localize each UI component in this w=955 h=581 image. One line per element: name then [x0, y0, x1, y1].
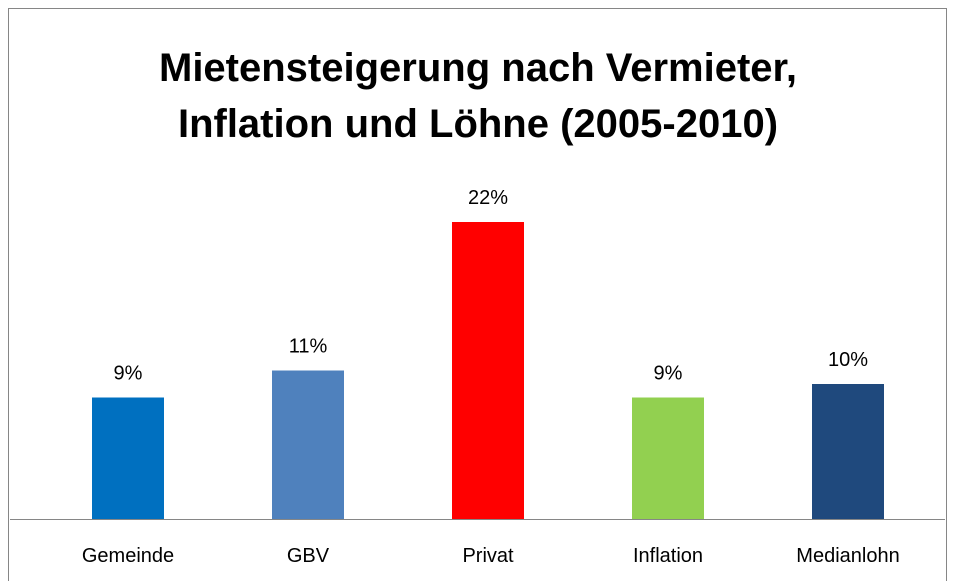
data-label: 9%	[114, 363, 143, 385]
bar	[92, 397, 164, 519]
bar	[272, 370, 344, 519]
data-label: 22%	[468, 187, 508, 209]
x-tick-label: GBV	[287, 545, 330, 567]
chart-frame	[8, 8, 947, 581]
x-tick-label: Gemeinde	[82, 545, 174, 567]
bar	[632, 397, 704, 519]
x-tick-label: Medianlohn	[796, 545, 899, 567]
x-tick-label: Privat	[462, 545, 514, 567]
bar	[812, 384, 884, 519]
x-tick-label: Inflation	[633, 545, 703, 567]
chart-title: Mietensteigerung nach Vermieter, Inflati…	[159, 46, 797, 146]
data-label: 9%	[654, 363, 683, 385]
bar	[452, 222, 524, 519]
data-label: 10%	[828, 349, 868, 371]
data-label: 11%	[289, 336, 328, 358]
